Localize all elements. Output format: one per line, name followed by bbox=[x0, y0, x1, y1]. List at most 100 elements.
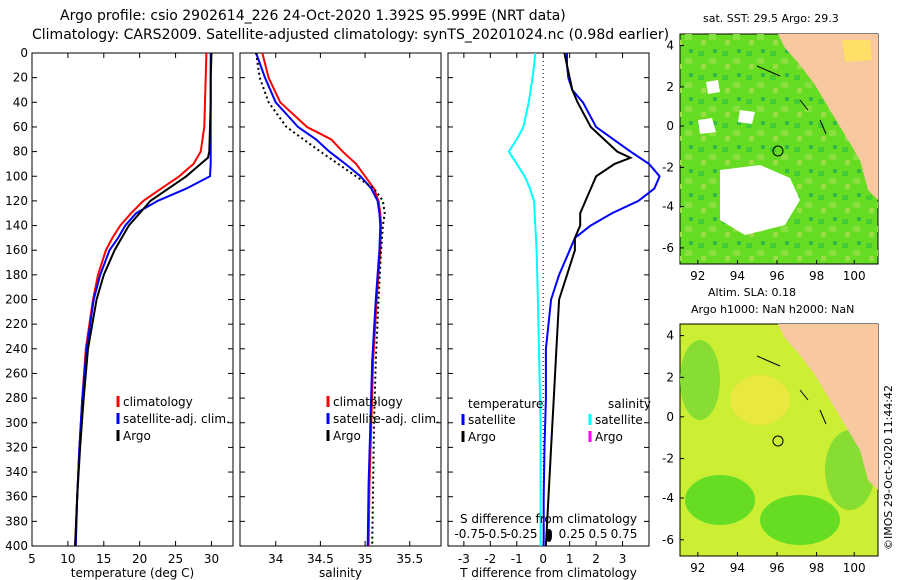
sla-ticks-x-label: 96 bbox=[769, 561, 784, 575]
diff-legend-left-title: temperature bbox=[468, 397, 543, 411]
sst-ticks-y-label: 0 bbox=[666, 119, 674, 133]
depth-tick-label: 380 bbox=[5, 514, 28, 528]
difference-xtick-label: -2 bbox=[484, 552, 496, 566]
temperature-xtick-label: 25 bbox=[168, 552, 183, 566]
depth-tick-label: 80 bbox=[13, 145, 28, 159]
salinity-legend-label: satellite-adj. clim. bbox=[333, 412, 440, 426]
difference-xtick-label: -3 bbox=[458, 552, 470, 566]
sst-map-ticks: 92 94 96 98 100 4 2 0 -2 -4 -6 bbox=[662, 39, 866, 284]
sla-map-low-3 bbox=[760, 495, 840, 545]
sst-map-islands bbox=[756, 65, 827, 135]
difference-xlabel: T difference from climatology bbox=[459, 566, 637, 580]
depth-tick-label: 220 bbox=[5, 317, 28, 331]
sst-ticks-y-label: 4 bbox=[666, 39, 674, 53]
sla-ticks-x-label: 94 bbox=[730, 561, 745, 575]
temperature-series-argo bbox=[74, 52, 213, 547]
salinity-xtick-label: 35.5 bbox=[396, 552, 423, 566]
temperature-xtick-label: 5 bbox=[28, 552, 36, 566]
diff-top-xtick-label: -0.75 bbox=[454, 527, 485, 541]
depth-tick-label: 260 bbox=[5, 366, 28, 380]
credit-text: ©IMOS 29-Oct-2020 11:44:42 bbox=[882, 385, 895, 550]
difference-panel: -3 -2 -1 0 1 2 3T difference from climatology t… bbox=[447, 52, 661, 580]
sst-ticks-y-label: -2 bbox=[662, 160, 674, 174]
sla-ticks-x-label: 100 bbox=[843, 561, 866, 575]
diff-legend-left-label: satellite bbox=[468, 413, 516, 427]
depth-tick-label: 140 bbox=[5, 219, 28, 233]
diff-legend-right-label: satellite bbox=[595, 413, 643, 427]
sla-map: 92 94 96 98 100 4 2 0 -2 -4 -6 bbox=[662, 323, 879, 575]
depth-tick-label: 120 bbox=[5, 194, 28, 208]
depth-tick-label: 100 bbox=[5, 169, 28, 183]
sla-ticks-x-label: 92 bbox=[690, 561, 705, 575]
title-line-1: Argo profile: csio 2902614_226 24-Oct-20… bbox=[60, 8, 566, 24]
difference-series-t-satellite bbox=[542, 53, 661, 546]
sst-ticks-x-label: 98 bbox=[809, 269, 824, 283]
depth-tick-label: 20 bbox=[13, 71, 28, 85]
temperature-xtick-label: 20 bbox=[132, 552, 147, 566]
temperature-xtick-label: 15 bbox=[96, 552, 111, 566]
diff-top-xtick-label: 0.75 bbox=[611, 527, 638, 541]
depth-tick-label: 400 bbox=[5, 539, 28, 553]
temperature-legend-label: climatology bbox=[123, 395, 193, 409]
depth-tick-label: 340 bbox=[5, 465, 28, 479]
sla-map-low-2 bbox=[685, 475, 755, 525]
diff-top-xtick-label: -0.5 bbox=[484, 527, 507, 541]
sla-map-low-1 bbox=[680, 340, 720, 420]
salinity-legend-label: Argo bbox=[333, 429, 361, 443]
title-line-2: Climatology: CARS2009. Satellite-adjuste… bbox=[32, 27, 669, 43]
diff-legend-left-label: Argo bbox=[468, 430, 496, 444]
sla-map-ticks: 92 94 96 98 100 4 2 0 -2 -4 -6 bbox=[662, 329, 866, 575]
sst-ticks-x-label: 92 bbox=[690, 269, 705, 283]
salinity-xtick-label: 35 bbox=[357, 552, 372, 566]
depth-tick-label: 300 bbox=[5, 416, 28, 430]
diff-legend-right-label: Argo bbox=[595, 430, 623, 444]
sst-map-argo-marker bbox=[772, 145, 784, 157]
salinity-series-satellite-adj-clim- bbox=[255, 52, 382, 547]
sla-ticks-y-label: 2 bbox=[666, 370, 674, 384]
sla-map-title-2: Argo h1000: NaN h2000: NaN bbox=[691, 303, 854, 316]
sst-ticks-y-label: -6 bbox=[662, 241, 674, 255]
depth-tick-label: 40 bbox=[13, 95, 28, 109]
depth-tick-label: 0 bbox=[20, 46, 28, 60]
diff-top-xtick-label: 0.25 bbox=[559, 527, 586, 541]
sla-map-title-1: Altim. SLA: 0.18 bbox=[708, 286, 796, 299]
sst-map-warm-patch bbox=[842, 40, 872, 62]
sst-map: 92 94 96 98 100 4 2 0 -2 -4 -6 bbox=[662, 33, 879, 284]
salinity-series-argo bbox=[255, 52, 386, 547]
sst-ticks-x-label: 94 bbox=[730, 269, 745, 283]
salinity-xtick-label: 34 bbox=[268, 552, 283, 566]
difference-xtick-label: -1 bbox=[511, 552, 523, 566]
depth-tick-label: 360 bbox=[5, 490, 28, 504]
salinity-legend-label: climatology bbox=[333, 395, 403, 409]
difference-series-s-satellite bbox=[507, 52, 542, 546]
sla-ticks-y-label: -2 bbox=[662, 452, 674, 466]
depth-tick-label: 60 bbox=[13, 120, 28, 134]
temperature-legend-label: Argo bbox=[123, 429, 151, 443]
sla-ticks-y-label: -6 bbox=[662, 533, 674, 547]
depth-tick-label: 280 bbox=[5, 391, 28, 405]
sst-ticks-x-label: 100 bbox=[843, 269, 866, 283]
sst-map-cloud-gap-1 bbox=[720, 165, 800, 235]
diff-legend-right-title: salinity bbox=[608, 397, 651, 411]
temperature-xtick-label: 10 bbox=[60, 552, 75, 566]
sla-map-land bbox=[778, 324, 878, 490]
depth-tick-label: 320 bbox=[5, 440, 28, 454]
diff-top-xtick-label: -0.25 bbox=[506, 527, 537, 541]
sla-ticks-y-label: -4 bbox=[662, 491, 674, 505]
diff-zero-marker bbox=[546, 530, 552, 542]
sla-map-argo-marker bbox=[772, 435, 784, 447]
difference-xtick-label: 0 bbox=[539, 552, 547, 566]
sla-map-high-1 bbox=[730, 375, 790, 425]
sst-map-title: sat. SST: 29.5 Argo: 29.3 bbox=[703, 12, 839, 25]
temperature-panel: 0 20 40 60 80 100 120 140 160 180 200 220 240 260 280 3… bbox=[5, 46, 234, 580]
sla-ticks-y-label: 0 bbox=[666, 410, 674, 424]
temperature-legend-label: satellite-adj. clim. bbox=[123, 412, 230, 426]
difference-xtick-label: 1 bbox=[566, 552, 574, 566]
sla-ticks-x-label: 98 bbox=[809, 561, 824, 575]
diff-top-xlabel: S difference from climatology bbox=[460, 512, 637, 526]
depth-tick-label: 180 bbox=[5, 268, 28, 282]
sla-ticks-y-label: 4 bbox=[666, 329, 674, 343]
sst-map-cloud-gap-2 bbox=[698, 80, 755, 134]
